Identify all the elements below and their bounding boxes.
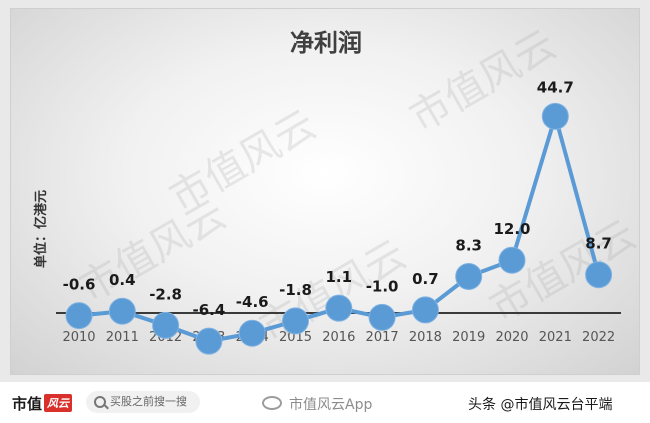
data-label: 8.3 [455,236,482,254]
data-point [282,307,309,335]
data-label: 12.0 [493,220,530,238]
search-placeholder: 买股之前搜一搜 [110,395,187,408]
line-chart: 净利润单位：亿港元2010201120122013201420152016201… [33,29,621,355]
x-tick-label: 2015 [279,330,312,345]
data-label: 44.7 [537,78,574,96]
x-tick-label: 2021 [539,330,572,345]
data-point [411,296,439,324]
chart-title: 净利润 [290,29,362,57]
data-label: 1.1 [326,268,353,286]
data-point [368,303,396,331]
data-label: -4.6 [236,293,269,311]
x-tick-label: 2020 [495,330,528,345]
data-label: -1.8 [279,281,312,299]
search-box[interactable]: 买股之前搜一搜 [86,391,200,413]
data-point [65,302,93,330]
data-point [455,262,483,290]
x-tick-label: 2018 [409,330,442,345]
brand-logo: 市值 风云 [12,393,73,414]
x-tick-label: 2016 [322,330,355,345]
x-tick-label: 2010 [62,330,95,345]
x-tick-label: 2011 [106,330,139,345]
data-point [325,294,353,322]
x-tick-label: 2017 [366,330,399,345]
search-icon [94,396,106,408]
data-label: -2.8 [149,285,182,303]
data-point [195,327,223,355]
data-label: -0.6 [63,276,96,294]
data-point [238,319,266,347]
y-axis-label: 单位：亿港元 [33,190,49,268]
data-label: -1.0 [366,277,399,295]
weibo-icon [262,396,282,410]
data-point [152,311,180,339]
data-label: 0.4 [109,271,136,289]
data-point [585,261,613,289]
data-point [498,246,526,274]
toutiao-account: 头条 @市值风云台平端 [468,397,613,413]
chart-panel: 市值风云 市值风云 市值风云 市值风云 市值风云 净利润 单位：亿港元 2010 20… [10,8,640,375]
data-label: 0.7 [412,270,439,288]
data-point [541,102,569,130]
weibo-account: 市值风云App [289,397,373,413]
footer-bar: 市值 风云 买股之前搜一搜 市值风云App 头条 @市值风云台平端 [0,382,650,423]
data-label: -6.4 [192,301,225,319]
data-label: 8.7 [585,235,612,253]
data-point [108,297,136,325]
x-tick-label: 2022 [582,330,615,345]
x-tick-label: 2019 [452,330,485,345]
